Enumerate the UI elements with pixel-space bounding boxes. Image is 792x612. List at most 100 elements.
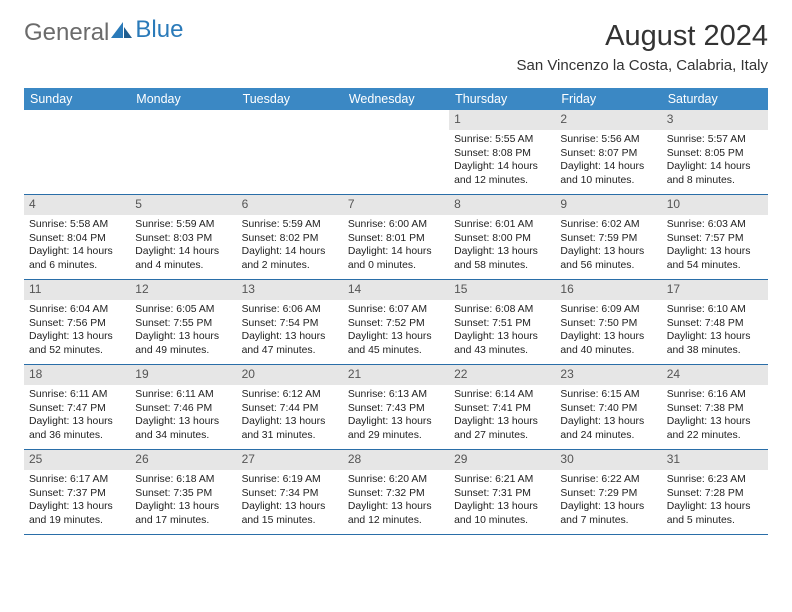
day-cell: 30 Sunrise: 6:22 AMSunset: 7:29 PMDayligh… bbox=[555, 450, 661, 534]
sunset-text: Sunset: 7:35 PM bbox=[135, 487, 231, 501]
sunset-text: Sunset: 8:08 PM bbox=[454, 147, 550, 161]
sunset-text: Sunset: 7:47 PM bbox=[29, 402, 125, 416]
sunrise-text: Sunrise: 6:21 AM bbox=[454, 473, 550, 487]
page-title: August 2024 bbox=[516, 20, 768, 53]
sunset-text: Sunset: 7:40 PM bbox=[560, 402, 656, 416]
sunset-text: Sunset: 7:48 PM bbox=[667, 317, 763, 331]
page-subtitle: San Vincenzo la Costa, Calabria, Italy bbox=[516, 57, 768, 74]
sunrise-text: Sunrise: 6:09 AM bbox=[560, 303, 656, 317]
dow-cell: Sunday bbox=[24, 88, 130, 110]
sunrise-text: Sunrise: 6:20 AM bbox=[348, 473, 444, 487]
sunset-text: Sunset: 7:54 PM bbox=[242, 317, 338, 331]
empty-cell bbox=[237, 110, 343, 194]
sunset-text: Sunset: 7:44 PM bbox=[242, 402, 338, 416]
sunrise-text: Sunrise: 5:59 AM bbox=[242, 218, 338, 232]
sunrise-text: Sunrise: 6:05 AM bbox=[135, 303, 231, 317]
dow-cell: Wednesday bbox=[343, 88, 449, 110]
day-cell: 24Sunrise: 6:16 AMSunset: 7:38 PMDayligh… bbox=[662, 365, 768, 449]
daylight-text: Daylight: 13 hours and 27 minutes. bbox=[454, 415, 550, 442]
sunrise-text: Sunrise: 5:59 AM bbox=[135, 218, 231, 232]
day-number: 4 bbox=[24, 195, 130, 215]
daylight-text: Daylight: 14 hours and 4 minutes. bbox=[135, 245, 231, 272]
day-number: 15 bbox=[449, 280, 555, 300]
logo: General Blue bbox=[24, 20, 183, 45]
sunrise-text: Sunrise: 6:06 AM bbox=[242, 303, 338, 317]
week-row: 18Sunrise: 6:11 AMSunset: 7:47 PMDayligh… bbox=[24, 365, 768, 450]
daylight-text: Daylight: 13 hours and 10 minutes. bbox=[454, 500, 550, 527]
sunrise-text: Sunrise: 6:22 AM bbox=[560, 473, 656, 487]
day-cell: 13Sunrise: 6:06 AMSunset: 7:54 PMDayligh… bbox=[237, 280, 343, 364]
sunrise-text: Sunrise: 6:03 AM bbox=[667, 218, 763, 232]
sunrise-text: Sunrise: 6:14 AM bbox=[454, 388, 550, 402]
day-cell: 11Sunrise: 6:04 AMSunset: 7:56 PMDayligh… bbox=[24, 280, 130, 364]
day-number: 25 bbox=[24, 450, 130, 470]
sunrise-text: Sunrise: 6:23 AM bbox=[667, 473, 763, 487]
dow-cell: Friday bbox=[555, 88, 661, 110]
sunrise-text: Sunrise: 6:11 AM bbox=[29, 388, 125, 402]
sunrise-text: Sunrise: 6:15 AM bbox=[560, 388, 656, 402]
sunset-text: Sunset: 7:51 PM bbox=[454, 317, 550, 331]
sunrise-text: Sunrise: 6:17 AM bbox=[29, 473, 125, 487]
logo-sail-icon bbox=[111, 20, 133, 45]
sunset-text: Sunset: 7:29 PM bbox=[560, 487, 656, 501]
day-number: 29 bbox=[449, 450, 555, 470]
day-cell: 19Sunrise: 6:11 AMSunset: 7:46 PMDayligh… bbox=[130, 365, 236, 449]
day-number: 13 bbox=[237, 280, 343, 300]
day-cell: 8Sunrise: 6:01 AMSunset: 8:00 PMDaylight… bbox=[449, 195, 555, 279]
daylight-text: Daylight: 13 hours and 43 minutes. bbox=[454, 330, 550, 357]
dow-cell: Tuesday bbox=[237, 88, 343, 110]
sunset-text: Sunset: 8:07 PM bbox=[560, 147, 656, 161]
sunset-text: Sunset: 7:34 PM bbox=[242, 487, 338, 501]
title-block: August 2024 San Vincenzo la Costa, Calab… bbox=[516, 20, 768, 74]
sunset-text: Sunset: 7:32 PM bbox=[348, 487, 444, 501]
sunrise-text: Sunrise: 6:00 AM bbox=[348, 218, 444, 232]
day-number: 31 bbox=[662, 450, 768, 470]
day-cell: 28Sunrise: 6:20 AMSunset: 7:32 PMDayligh… bbox=[343, 450, 449, 534]
sunset-text: Sunset: 7:28 PM bbox=[667, 487, 763, 501]
logo-text-2: Blue bbox=[135, 16, 183, 43]
sunset-text: Sunset: 7:52 PM bbox=[348, 317, 444, 331]
day-cell: 5Sunrise: 5:59 AMSunset: 8:03 PMDaylight… bbox=[130, 195, 236, 279]
daylight-text: Daylight: 13 hours and 36 minutes. bbox=[29, 415, 125, 442]
week-row: 1Sunrise: 5:55 AMSunset: 8:08 PMDaylight… bbox=[24, 110, 768, 195]
daylight-text: Daylight: 13 hours and 19 minutes. bbox=[29, 500, 125, 527]
daylight-text: Daylight: 13 hours and 58 minutes. bbox=[454, 245, 550, 272]
day-cell: 23Sunrise: 6:15 AMSunset: 7:40 PMDayligh… bbox=[555, 365, 661, 449]
daylight-text: Daylight: 13 hours and 7 minutes. bbox=[560, 500, 656, 527]
daylight-text: Daylight: 13 hours and 31 minutes. bbox=[242, 415, 338, 442]
sunset-text: Sunset: 7:55 PM bbox=[135, 317, 231, 331]
day-number: 17 bbox=[662, 280, 768, 300]
sunset-text: Sunset: 7:50 PM bbox=[560, 317, 656, 331]
daylight-text: Daylight: 13 hours and 5 minutes. bbox=[667, 500, 763, 527]
sunrise-text: Sunrise: 6:12 AM bbox=[242, 388, 338, 402]
sunset-text: Sunset: 7:56 PM bbox=[29, 317, 125, 331]
day-number: 7 bbox=[343, 195, 449, 215]
empty-cell bbox=[343, 110, 449, 194]
day-number: 6 bbox=[237, 195, 343, 215]
sunrise-text: Sunrise: 6:13 AM bbox=[348, 388, 444, 402]
day-number: 11 bbox=[24, 280, 130, 300]
day-cell: 15Sunrise: 6:08 AMSunset: 7:51 PMDayligh… bbox=[449, 280, 555, 364]
sunrise-text: Sunrise: 6:10 AM bbox=[667, 303, 763, 317]
weeks-container: 1Sunrise: 5:55 AMSunset: 8:08 PMDaylight… bbox=[24, 110, 768, 535]
day-cell: 2Sunrise: 5:56 AMSunset: 8:07 PMDaylight… bbox=[555, 110, 661, 194]
day-number: 23 bbox=[555, 365, 661, 385]
days-of-week-header: SundayMondayTuesdayWednesdayThursdayFrid… bbox=[24, 88, 768, 110]
day-cell: 6Sunrise: 5:59 AMSunset: 8:02 PMDaylight… bbox=[237, 195, 343, 279]
calendar-page: General Blue August 2024 San Vincenzo la… bbox=[0, 0, 792, 551]
day-cell: 18 Sunrise: 6:11 AMSunset: 7:47 PMDayligh… bbox=[24, 365, 130, 449]
day-number: 14 bbox=[343, 280, 449, 300]
empty-cell bbox=[24, 110, 130, 194]
day-cell: 17Sunrise: 6:10 AMSunset: 7:48 PMDayligh… bbox=[662, 280, 768, 364]
day-number: 9 bbox=[555, 195, 661, 215]
week-row: 4Sunrise: 5:58 AMSunset: 8:04 PMDaylight… bbox=[24, 195, 768, 280]
sunset-text: Sunset: 8:01 PM bbox=[348, 232, 444, 246]
day-cell: 29Sunrise: 6:21 AMSunset: 7:31 PMDayligh… bbox=[449, 450, 555, 534]
day-cell: 7Sunrise: 6:00 AMSunset: 8:01 PMDaylight… bbox=[343, 195, 449, 279]
day-number: 27 bbox=[237, 450, 343, 470]
day-cell: 21Sunrise: 6:13 AMSunset: 7:43 PMDayligh… bbox=[343, 365, 449, 449]
day-number: 18 bbox=[24, 365, 130, 385]
day-number: 22 bbox=[449, 365, 555, 385]
sunset-text: Sunset: 8:05 PM bbox=[667, 147, 763, 161]
day-number: 30 bbox=[555, 450, 661, 470]
